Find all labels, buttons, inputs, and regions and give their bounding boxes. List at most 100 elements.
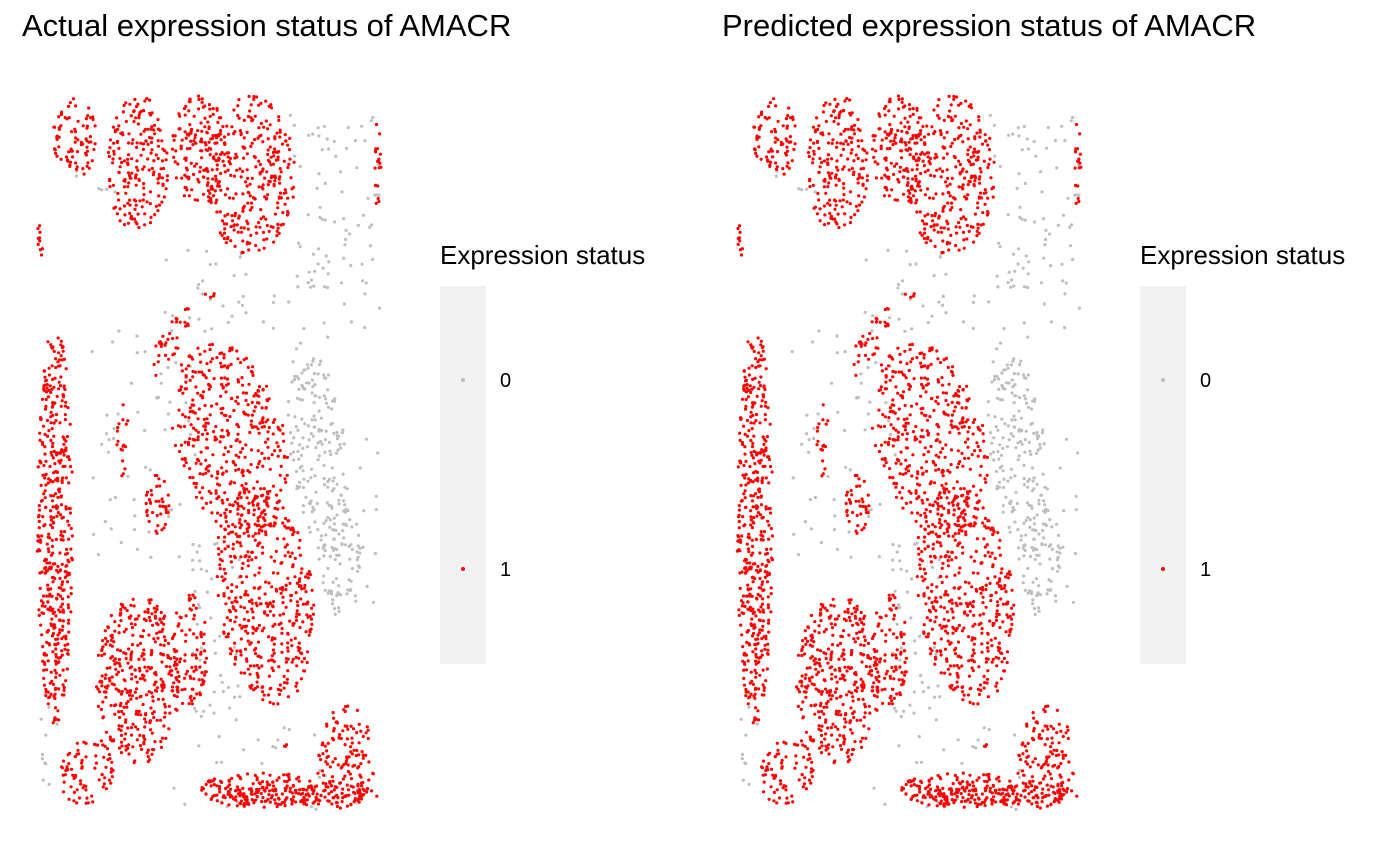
spot-status-1 xyxy=(913,189,917,193)
spot-status-1 xyxy=(179,425,183,429)
spot-status-1 xyxy=(280,561,284,565)
spot-status-1 xyxy=(893,164,897,168)
spot-status-1 xyxy=(817,170,821,175)
spot-status-1 xyxy=(223,577,227,581)
spot-status-1 xyxy=(793,124,797,128)
spot-status-0 xyxy=(319,439,323,444)
spot-status-1 xyxy=(299,677,303,681)
spot-status-1 xyxy=(44,694,48,698)
spot-status-1 xyxy=(149,728,153,732)
spot-status-1 xyxy=(159,512,163,516)
spot-status-0 xyxy=(1024,401,1029,405)
spot-status-1 xyxy=(781,124,785,128)
spot-status-1 xyxy=(239,133,243,137)
spot-status-0 xyxy=(377,193,381,197)
spot-status-1 xyxy=(239,360,243,365)
spot-status-1 xyxy=(261,167,265,171)
spot-status-1 xyxy=(749,450,753,455)
spot-status-1 xyxy=(59,343,63,347)
spot-status-1 xyxy=(341,729,345,733)
spot-status-1 xyxy=(757,387,761,391)
spot-status-1 xyxy=(737,519,741,524)
spot-status-1 xyxy=(102,782,106,786)
spot-status-1 xyxy=(266,604,270,609)
spot-status-1 xyxy=(196,94,201,98)
spot-status-1 xyxy=(187,598,191,602)
spot-status-1 xyxy=(53,706,58,710)
spot-status-0 xyxy=(309,476,313,480)
spot-status-0 xyxy=(295,274,299,278)
spot-status-1 xyxy=(969,163,973,167)
spot-status-1 xyxy=(229,444,233,449)
spot-status-1 xyxy=(307,794,311,798)
spot-status-1 xyxy=(253,137,257,142)
spot-status-1 xyxy=(768,160,773,164)
spot-status-1 xyxy=(200,156,204,160)
spot-status-1 xyxy=(40,397,45,401)
spot-status-1 xyxy=(75,741,79,745)
spot-status-1 xyxy=(226,168,230,172)
spot-status-1 xyxy=(223,528,227,532)
spot-status-1 xyxy=(812,152,816,156)
spot-status-1 xyxy=(957,159,961,163)
spot-status-1 xyxy=(284,605,288,609)
spot-status-0 xyxy=(312,414,316,418)
spot-status-1 xyxy=(123,179,127,183)
spot-status-0 xyxy=(1026,373,1030,377)
spot-status-0 xyxy=(996,428,1000,432)
spot-status-1 xyxy=(148,98,152,102)
spot-status-0 xyxy=(326,147,331,151)
spot-status-1 xyxy=(224,508,228,512)
spot-status-1 xyxy=(244,398,248,403)
spot-status-1 xyxy=(776,138,780,142)
spot-status-1 xyxy=(58,513,63,517)
spot-status-1 xyxy=(892,172,896,176)
spot-status-0 xyxy=(1022,476,1026,481)
spot-status-1 xyxy=(210,168,214,172)
spot-status-1 xyxy=(93,124,97,128)
spot-status-0 xyxy=(835,334,839,338)
spot-status-1 xyxy=(264,799,268,803)
spot-status-1 xyxy=(200,97,204,101)
spot-status-1 xyxy=(65,580,70,584)
spot-status-0 xyxy=(323,450,327,454)
spot-status-0 xyxy=(869,508,873,512)
spot-status-1 xyxy=(206,189,211,193)
spot-status-1 xyxy=(57,364,61,368)
spot-status-1 xyxy=(922,236,926,241)
spot-status-1 xyxy=(134,675,138,679)
spot-status-1 xyxy=(60,562,64,567)
spot-status-0 xyxy=(1023,438,1027,442)
spot-status-1 xyxy=(143,737,147,742)
spot-status-1 xyxy=(831,217,835,221)
spot-status-0 xyxy=(330,466,334,470)
spot-status-1 xyxy=(314,795,318,800)
spot-status-0 xyxy=(363,326,367,330)
spot-status-1 xyxy=(823,179,827,183)
spot-status-1 xyxy=(184,614,188,618)
spot-status-1 xyxy=(209,295,213,299)
spot-status-0 xyxy=(1023,543,1027,547)
spot-status-1 xyxy=(832,119,836,124)
spot-status-1 xyxy=(888,100,892,104)
spot-status-1 xyxy=(192,172,196,176)
spot-status-0 xyxy=(868,400,872,404)
spot-status-1 xyxy=(268,180,272,184)
spot-status-0 xyxy=(998,164,1002,169)
spot-status-1 xyxy=(833,207,837,211)
spot-status-1 xyxy=(126,185,130,189)
spot-status-1 xyxy=(146,142,150,146)
spot-status-1 xyxy=(244,657,249,661)
spot-status-1 xyxy=(225,124,229,128)
spot-status-1 xyxy=(288,789,292,794)
spot-status-0 xyxy=(335,437,340,441)
spot-status-0 xyxy=(914,262,918,266)
spot-status-1 xyxy=(260,780,265,784)
spot-status-1 xyxy=(260,629,264,633)
spot-status-1 xyxy=(84,137,88,141)
spot-status-1 xyxy=(142,182,146,186)
spot-status-0 xyxy=(347,232,352,236)
spot-status-1 xyxy=(152,748,156,752)
spot-status-1 xyxy=(94,761,98,765)
spot-status-1 xyxy=(764,679,768,683)
